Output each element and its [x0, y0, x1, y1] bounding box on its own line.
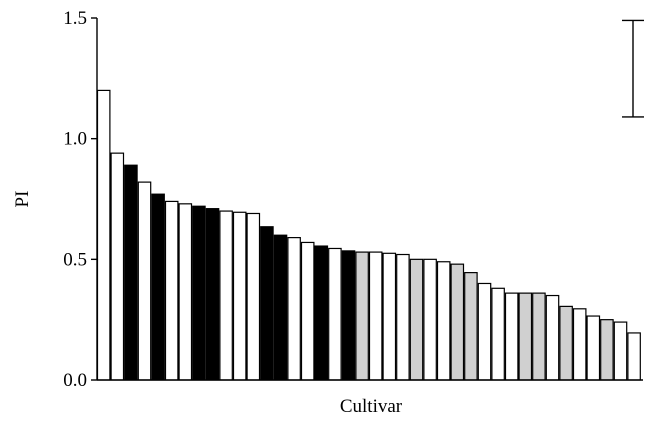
axes-group [96, 18, 643, 381]
y-axis-label: PI [12, 191, 33, 208]
x-axis-label: Cultivar [340, 396, 403, 417]
bar [341, 250, 356, 381]
bar [314, 245, 329, 381]
bar [600, 319, 614, 381]
bar [219, 210, 233, 381]
bar [151, 193, 165, 381]
bar [613, 321, 628, 381]
y-tick-label: 0.5 [63, 249, 87, 270]
error-bar-group [622, 19, 644, 118]
bar [545, 294, 560, 381]
bar [355, 251, 369, 381]
bar [477, 282, 492, 381]
bar [124, 164, 138, 381]
bar [436, 261, 451, 381]
bar [110, 152, 125, 381]
bar [232, 211, 247, 381]
bar [368, 251, 383, 381]
bar [491, 287, 505, 381]
bar [532, 292, 546, 381]
bar [518, 292, 533, 381]
y-tick-label: 1.5 [63, 8, 87, 29]
bar [178, 203, 193, 381]
bar [273, 234, 288, 381]
bar [396, 253, 410, 381]
bar [246, 212, 261, 381]
bar [96, 89, 111, 381]
bar [450, 263, 465, 381]
bar [504, 292, 519, 381]
bar [627, 332, 641, 381]
bar [409, 258, 424, 381]
bar [572, 308, 587, 381]
y-tick-label: 1.0 [63, 129, 87, 150]
bar [192, 205, 206, 381]
bar [328, 247, 342, 381]
bar [260, 226, 274, 381]
bar [137, 181, 152, 381]
bar [464, 272, 478, 381]
bar [300, 241, 315, 381]
bar [382, 252, 397, 381]
bar [287, 237, 301, 381]
bar [559, 305, 573, 381]
bars-group [96, 89, 641, 381]
y-tick-label: 0.0 [63, 370, 87, 391]
bar [205, 208, 220, 381]
bar [164, 200, 179, 381]
bar [423, 258, 437, 381]
bar [586, 315, 601, 381]
y-ticks-group: 0.0 0.5 1.0 1.5 [63, 8, 97, 391]
